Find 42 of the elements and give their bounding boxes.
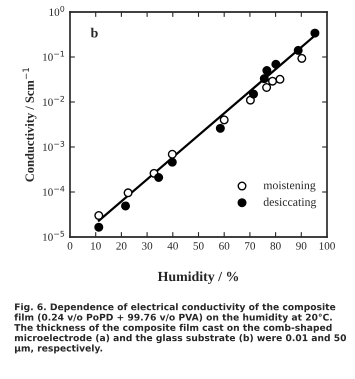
- x-tick-label: 10: [91, 242, 101, 250]
- annotation: b: [90, 28, 98, 38]
- point: [262, 66, 272, 76]
- point: [168, 150, 177, 159]
- point: [271, 60, 280, 69]
- legend-label: moistening: [264, 181, 316, 192]
- point: [294, 46, 303, 55]
- point: [216, 124, 225, 133]
- y-tick-label: 10$^{−1}$: [43, 50, 64, 61]
- y-tick-label: 10$^{−4}$: [43, 186, 64, 196]
- point: [268, 76, 278, 86]
- x-tick-label: 50: [194, 242, 204, 250]
- point: [154, 173, 164, 182]
- point: [168, 158, 177, 167]
- caption: Fig. 6. Dependence of electrical conductivity of the composite film (0.24 v/o PoPD + 99.76 v/o PVA) on the humidity at 20°C. The thickness of the composite film cast on the comb-shaped microelectrode (a) and the glass substrate (b) were 0.01 and 50 µm, respectively.: [14, 303, 346, 354]
- point: [310, 28, 320, 38]
- point: [275, 74, 284, 84]
- point: [94, 211, 104, 220]
- x-tick-label: 0: [68, 242, 72, 250]
- x-tick-label: 20: [116, 242, 127, 250]
- x-tick-label: 100: [320, 242, 335, 250]
- point: [94, 222, 104, 232]
- y-tick-label: 10$^{−3}$: [43, 140, 64, 151]
- y-tick-label: 10$^{−2}$: [43, 96, 64, 106]
- point: [260, 74, 269, 84]
- point: [124, 188, 133, 198]
- x-tick-label: 60: [219, 242, 230, 250]
- x-tick-label: 30: [142, 242, 152, 250]
- point: [297, 54, 306, 63]
- legend-label: desiccating: [264, 198, 316, 208]
- x-tick-label: 70: [245, 242, 256, 250]
- y-tick-label: 10$^{0}$: [50, 6, 64, 16]
- y-axis-title: Conductivity / Scm$^{−1}$: [22, 68, 36, 182]
- x-tick-label: 40: [167, 242, 178, 250]
- x-axis-title: Humidity / %: [158, 271, 238, 284]
- x-tick-label: 90: [296, 242, 306, 250]
- x-tick-label: 80: [270, 242, 281, 250]
- point: [249, 90, 258, 99]
- point: [262, 83, 272, 92]
- point: [121, 201, 130, 210]
- point: [220, 115, 229, 124]
- y-tick-label: 10$^{−5}$: [43, 230, 64, 241]
